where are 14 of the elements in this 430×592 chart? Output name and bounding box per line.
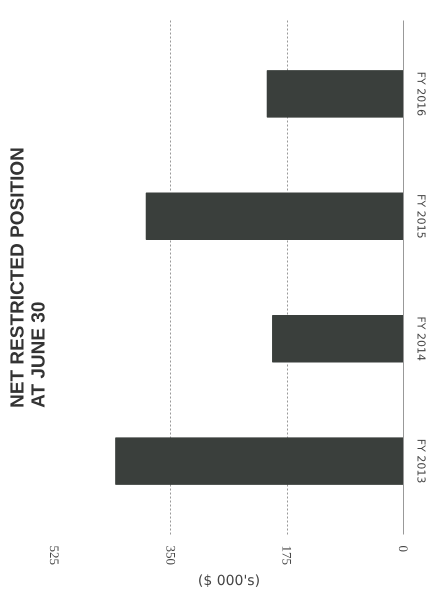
x-tick-label: 525 [47, 546, 62, 565]
x-tick-label: 175 [280, 546, 295, 565]
bar [115, 437, 404, 485]
x-axis-title: ($ 000's) [198, 573, 260, 589]
x-tick-label: 0 [396, 546, 411, 552]
bar [146, 192, 404, 240]
text: NET RESTRICTED POSITION AT JUNE 30 [8, 147, 50, 408]
y-tick-label: FY 2014 [414, 316, 428, 361]
bar [272, 314, 404, 362]
y-tick-label: FY 2015 [414, 194, 428, 239]
y-tick-label: FY 2013 [414, 438, 428, 484]
x-tick-label: 350 [163, 546, 178, 565]
bar [266, 70, 404, 118]
y-tick-label: FY 2016 [414, 72, 428, 116]
